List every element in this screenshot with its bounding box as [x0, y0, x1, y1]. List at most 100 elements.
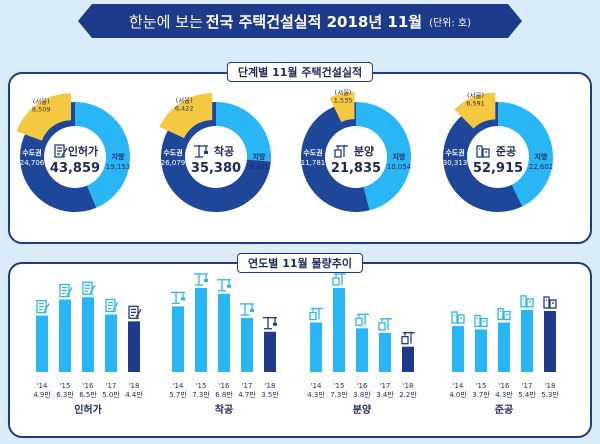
bar	[82, 297, 94, 372]
bar-top-icon	[128, 305, 142, 320]
local-value: 9,301	[249, 163, 269, 171]
local-label: 지방	[393, 152, 406, 161]
bar-value-label: 4.7만	[238, 390, 256, 399]
bar	[218, 293, 230, 372]
donut-slice-capital	[443, 102, 523, 212]
bar-top-icon	[378, 317, 392, 331]
donut-slice-seoul-group	[159, 93, 213, 139]
bar-top-icon	[105, 298, 119, 313]
bar-value-label: 3.8만	[353, 390, 371, 399]
bar-year-label: '15	[334, 382, 345, 390]
bar-year-label: '14	[37, 382, 48, 390]
bar-value-label: 7.3만	[192, 390, 210, 399]
capital-value: 24,706	[20, 159, 45, 167]
seoul-label: (서울)	[335, 87, 352, 96]
bar-value-label: 4.3만	[495, 390, 513, 399]
bar-year-label: '14	[453, 382, 464, 390]
donut-slice-seoul-group	[329, 92, 355, 123]
permit-icon	[54, 144, 68, 158]
seoul-label: (서울)	[176, 95, 193, 104]
bar-value-label: 3.4만	[376, 390, 394, 399]
capital-value: 30,313	[443, 159, 468, 167]
capital-label: 수도권	[163, 148, 182, 157]
bar	[195, 288, 207, 372]
donut-slice-seoul	[454, 92, 496, 129]
donut-center-label: 착공	[214, 144, 234, 158]
header-title: 전국 주택건설실적 2018년 11월	[205, 12, 423, 31]
bar-top-icon	[263, 316, 277, 330]
bar	[333, 288, 345, 372]
bar-year-label: '14	[173, 382, 184, 390]
donut-slice-seoul-group	[16, 93, 71, 141]
bar-value-label: 6.5만	[79, 390, 97, 399]
capital-label: 수도권	[445, 148, 464, 157]
header-unit: (단위: 호)	[429, 17, 472, 29]
donut-hole	[45, 127, 105, 187]
crane-icon	[194, 145, 208, 158]
bar-top-icon	[82, 281, 96, 295]
bar-value-label: 5.3만	[541, 390, 559, 399]
donut-center-total: 52,915	[473, 161, 523, 176]
bar	[452, 325, 464, 372]
bar-year-label: '17	[522, 382, 533, 390]
donut-center-total: 35,380	[191, 161, 241, 176]
donut-center-label: 인허가	[68, 144, 98, 158]
bar-top-icon	[217, 278, 231, 292]
header-banner: 한눈에 보는 전국 주택건설실적 2018년 11월 (단위: 호)	[78, 4, 522, 38]
donut-center-label: 준공	[496, 145, 516, 158]
donut-slice-seoul	[159, 93, 213, 139]
donut-center-total: 21,835	[331, 161, 381, 176]
bar-year-label: '15	[196, 382, 207, 390]
bar-top-icon	[240, 302, 254, 316]
bar-year-label: '17	[380, 382, 391, 390]
bar-top-icon	[332, 273, 346, 286]
bar	[241, 317, 253, 372]
local-value: 19,153	[106, 163, 131, 171]
seoul-value: 6,591	[466, 99, 485, 107]
bar-year-label: '17	[106, 382, 117, 390]
capital-label: 수도권	[303, 148, 322, 157]
bar-group-label: 분양	[353, 404, 372, 416]
bar-value-label: 5.7만	[169, 390, 187, 399]
seoul-value: 6,422	[175, 104, 194, 112]
bar-top-icon	[309, 307, 323, 321]
bar-value-label: 7.3만	[330, 390, 348, 399]
capital-value: 11,781	[301, 159, 326, 167]
bar-top-icon	[543, 296, 557, 309]
bar	[379, 332, 391, 372]
bar-year-label: '17	[242, 382, 253, 390]
bar	[59, 299, 71, 372]
local-label: 지방	[253, 152, 266, 161]
bar-top-icon	[59, 283, 73, 298]
donut-1: (서울)8,509 인허가 43,859 수도권 24,706 지방 19,153	[16, 93, 131, 212]
bar-value-label: 4.3만	[307, 390, 325, 399]
bar-year-label: '18	[403, 382, 414, 390]
bar-top-icon	[474, 314, 488, 328]
donut-3: (서울)1,535 분양 21,835 수도권 11,781 지방 10,054	[301, 87, 412, 212]
donut-slice-local	[356, 102, 412, 211]
capital-label: 수도권	[22, 148, 41, 157]
bar-value-label: 3.5만	[261, 390, 279, 399]
bar	[310, 322, 322, 372]
bar-value-label: 6.3만	[56, 390, 74, 399]
local-label: 지방	[112, 152, 125, 161]
bar-year-label: '16	[219, 382, 230, 390]
bar-top-icon	[520, 295, 534, 308]
local-value: 10,054	[387, 163, 412, 171]
bar-group-label: 착공	[215, 403, 233, 416]
bar-top-icon	[355, 313, 369, 326]
donut-slice-seoul-group	[454, 92, 496, 129]
seoul-value: 8,509	[32, 106, 51, 114]
donut-slice-local	[75, 101, 131, 208]
bar-top-icon	[36, 299, 50, 314]
bar	[498, 322, 510, 372]
bar-year-label: '16	[357, 382, 368, 390]
donut-slice-capital	[301, 102, 370, 212]
bar-value-label: 4.0만	[449, 390, 467, 399]
donut-center-label: 분양	[354, 144, 374, 158]
local-label: 지방	[535, 152, 548, 161]
bar	[521, 309, 533, 372]
donut-slice-local	[216, 101, 272, 162]
